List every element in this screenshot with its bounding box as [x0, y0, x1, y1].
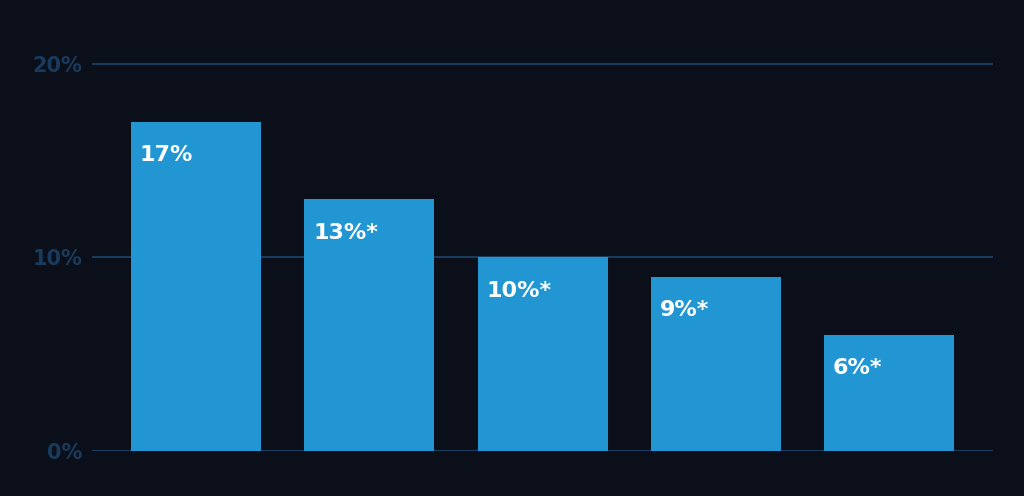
Text: 13%*: 13%* — [313, 223, 378, 243]
Bar — [824, 335, 954, 451]
Bar — [131, 122, 261, 451]
Text: 10%*: 10%* — [486, 281, 552, 301]
Bar — [478, 257, 607, 451]
Bar — [304, 199, 434, 451]
Bar — [651, 277, 781, 451]
Text: 17%: 17% — [140, 145, 194, 165]
Text: 9%*: 9%* — [659, 300, 709, 320]
Text: 6%*: 6%* — [833, 358, 883, 378]
